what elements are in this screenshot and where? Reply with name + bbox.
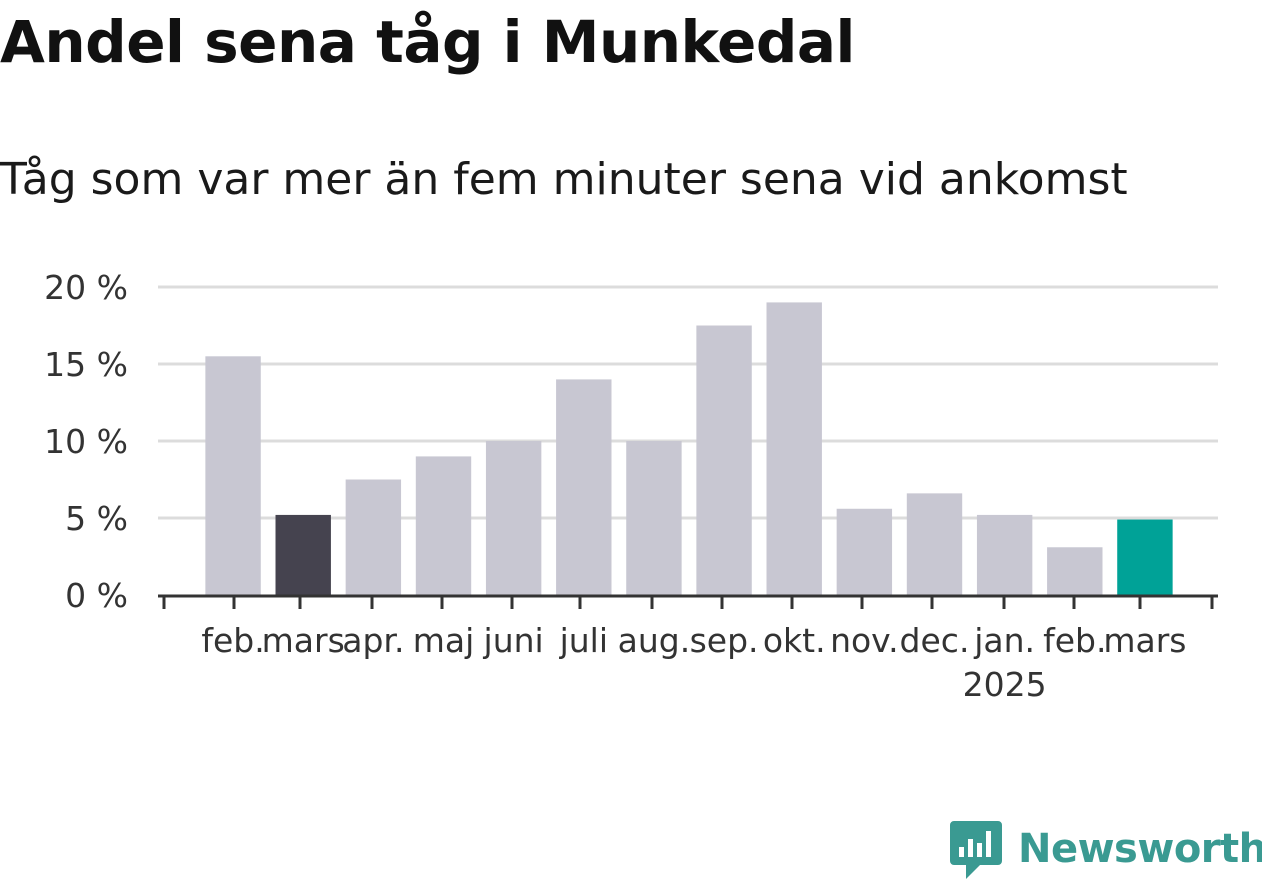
x-tick-label: aug. xyxy=(618,621,691,660)
bar-juni xyxy=(485,441,542,595)
newsworthy-logo: Newsworthy xyxy=(950,818,1262,880)
y-tick-label: 15 % xyxy=(44,345,128,384)
bar-juli xyxy=(556,379,612,595)
bar-okt xyxy=(766,302,822,595)
y-tick-label: 20 % xyxy=(44,268,128,307)
bar-feb xyxy=(1047,547,1103,595)
bar-mars xyxy=(275,514,331,595)
x-year-label: 2025 xyxy=(963,665,1047,704)
x-tick-label: jan. xyxy=(973,621,1035,660)
bar-jan xyxy=(976,514,1033,595)
x-axis xyxy=(158,594,1218,609)
newsworthy-logo-text: Newsworthy xyxy=(1018,826,1262,872)
newsworthy-logo-icon xyxy=(950,821,1002,879)
chart-subtitle: Tåg som var mer än fem minuter sena vid … xyxy=(0,154,1128,205)
x-tick-label: mars xyxy=(1103,621,1186,660)
grid-lines xyxy=(158,285,1218,520)
x-tick-label: dec. xyxy=(900,621,970,660)
chart-title: Andel sena tåg i Munkedal xyxy=(0,8,855,76)
bars xyxy=(205,302,1173,595)
bar-maj xyxy=(415,456,472,595)
x-tick-label: okt. xyxy=(763,621,826,660)
bar-feb xyxy=(205,356,261,595)
bar-sep xyxy=(696,325,752,595)
bar-apr xyxy=(345,479,402,595)
bar-nov xyxy=(836,508,893,595)
x-tick-label: apr. xyxy=(342,621,404,660)
y-tick-label: 10 % xyxy=(44,422,128,461)
x-tick-label: juni xyxy=(483,621,544,660)
x-tick-label: feb. xyxy=(201,621,264,660)
bar-mars xyxy=(1117,519,1173,595)
y-tick-label: 5 % xyxy=(65,499,128,538)
x-tick-label: maj xyxy=(413,621,475,660)
bar-aug xyxy=(626,441,682,595)
x-tick-label: mars xyxy=(262,621,345,660)
x-tick-label: feb. xyxy=(1043,621,1106,660)
x-tick-label: nov. xyxy=(830,621,899,660)
x-tick-label: juli xyxy=(559,621,608,660)
x-tick-label: sep. xyxy=(690,621,759,660)
bar-dec xyxy=(906,493,963,595)
y-tick-label: 0 % xyxy=(65,576,128,615)
y-axis-tick-labels: 0 % 5 % 10 % 15 % 20 % xyxy=(44,268,128,615)
